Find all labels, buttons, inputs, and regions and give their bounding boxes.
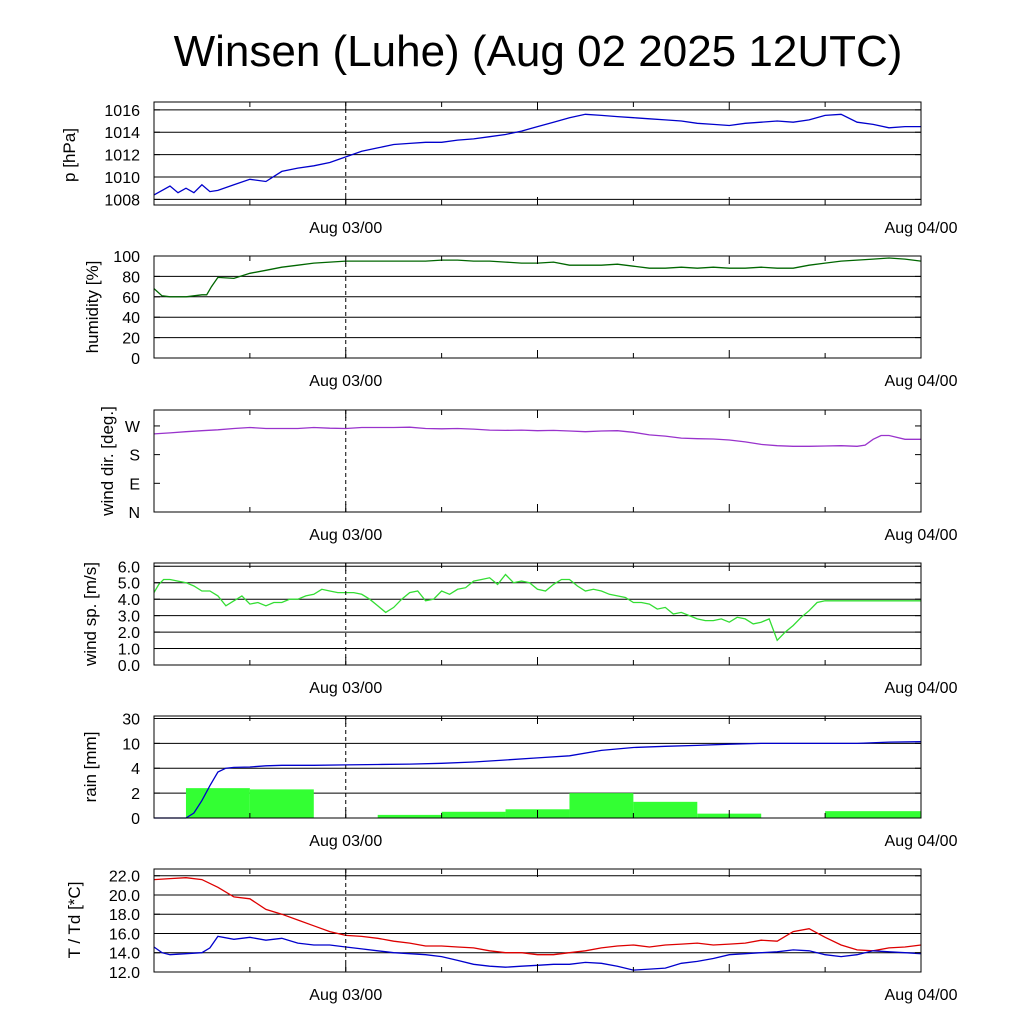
wind_direction-time-label: Aug 04/00 bbox=[885, 527, 958, 544]
pressure-ytick-label: 1010 bbox=[104, 170, 140, 187]
wind_direction-frame bbox=[153, 409, 922, 513]
wind_speed-ytick-label: 5.0 bbox=[118, 576, 140, 593]
wind_speed-ylabel: wind sp. [m/s] bbox=[81, 562, 100, 667]
rain-bar bbox=[569, 793, 634, 818]
temperature-time-label: Aug 04/00 bbox=[885, 987, 958, 1004]
wind_speed-panel: 0.01.02.03.04.05.06.0 wind sp. [m/s] Aug 0… bbox=[81, 559, 958, 697]
wind_direction-ytick-label: S bbox=[129, 448, 140, 465]
temperature-series-line bbox=[153, 935, 922, 971]
humidity-time-label: Aug 04/00 bbox=[885, 373, 958, 390]
temperature-ylabel: T / Td [*C] bbox=[65, 882, 84, 959]
wind_direction-ylabel: wind dir. [deg.] bbox=[98, 406, 117, 517]
humidity-ytick-label: 100 bbox=[113, 249, 140, 266]
pressure-time-label: Aug 03/00 bbox=[309, 220, 382, 237]
humidity-ylabel: humidity [%] bbox=[83, 261, 102, 354]
rain-bar bbox=[249, 789, 314, 818]
wind_direction-series-line bbox=[153, 426, 921, 447]
pressure-frame bbox=[153, 101, 922, 206]
rain-ytick-label: 10 bbox=[122, 736, 140, 753]
pressure-ytick-label: 1016 bbox=[104, 103, 140, 120]
pressure-ylabel: p [hPa] bbox=[60, 128, 79, 182]
wind_speed-ytick-label: 1.0 bbox=[118, 642, 140, 659]
panels: 1008 1010 1012 1014 1016 p [hPa] Aug 03/00 Aug … bbox=[60, 101, 958, 1004]
wind_speed-series-line bbox=[153, 573, 921, 642]
temperature-ytick-label: 12.0 bbox=[109, 965, 140, 982]
rain-series-line bbox=[154, 741, 922, 819]
rain-time-label: Aug 04/00 bbox=[885, 833, 958, 850]
pressure-time-label: Aug 04/00 bbox=[885, 220, 958, 237]
rain-bar bbox=[441, 811, 506, 818]
temperature-ytick-label: 22.0 bbox=[109, 869, 140, 886]
rain-ytick-label: 2 bbox=[131, 786, 140, 803]
page-title: Winsen (Luhe) (Aug 02 2025 12UTC) bbox=[174, 27, 903, 76]
temperature-series-line bbox=[153, 877, 922, 956]
temperature-time-label: Aug 03/00 bbox=[309, 987, 382, 1004]
pressure-panel: 1008 1010 1012 1014 1016 p [hPa] Aug 03/00 Aug … bbox=[60, 101, 958, 237]
rain-bar bbox=[377, 814, 442, 818]
wind_direction-ytick-label: W bbox=[125, 419, 141, 436]
rain-ylabel: rain [mm] bbox=[81, 732, 100, 803]
humidity-frame bbox=[153, 255, 922, 359]
rain-time-label: Aug 03/00 bbox=[309, 833, 382, 850]
wind_direction-time-label: Aug 03/00 bbox=[309, 527, 382, 544]
pressure-ytick-label: 1012 bbox=[104, 148, 140, 165]
rain-ytick-label: 0 bbox=[131, 811, 140, 828]
wind_speed-ytick-label: 3.0 bbox=[118, 609, 140, 626]
temperature-ytick-label: 14.0 bbox=[109, 946, 140, 963]
humidity-ytick-label: 80 bbox=[122, 269, 140, 286]
temperature-ytick-label: 20.0 bbox=[109, 888, 140, 905]
rain-bar bbox=[825, 811, 921, 818]
humidity-time-label: Aug 03/00 bbox=[309, 373, 382, 390]
wind_speed-ytick-label: 0.0 bbox=[118, 658, 140, 675]
rain-bar bbox=[185, 788, 250, 818]
pressure-series-line bbox=[153, 113, 921, 196]
temperature-ytick-label: 18.0 bbox=[109, 907, 140, 924]
wind_speed-time-label: Aug 03/00 bbox=[309, 680, 382, 697]
humidity-ytick-label: 40 bbox=[122, 310, 140, 327]
pressure-ytick-label: 1014 bbox=[104, 125, 140, 142]
rain-panel: 0 2 4 10 30 rain [mm] Aug 03/00 Aug 04/00 bbox=[81, 711, 958, 850]
humidity-ytick-label: 0 bbox=[131, 351, 140, 368]
rain-ytick-label: 30 bbox=[122, 711, 140, 728]
rain-ytick-label: 4 bbox=[131, 761, 140, 778]
temperature-ytick-label: 16.0 bbox=[109, 926, 140, 943]
wind_speed-time-label: Aug 04/00 bbox=[885, 680, 958, 697]
humidity-ytick-label: 60 bbox=[122, 290, 140, 307]
temperature-panel: 12.0 14.0 16.0 18.0 20.0 22.0 T / Td [*C] Aug 0… bbox=[65, 868, 958, 1004]
pressure-ytick-label: 1008 bbox=[104, 192, 140, 209]
wind_speed-ytick-label: 4.0 bbox=[118, 592, 140, 609]
humidity-panel: 0 20 40 60 80 100 humidity [%] Aug 03/00 Aug 04/… bbox=[83, 249, 958, 390]
wind_direction-ytick-label: E bbox=[129, 476, 140, 493]
humidity-series-line bbox=[153, 257, 922, 298]
temperature-frame bbox=[153, 868, 922, 973]
humidity-ytick-label: 20 bbox=[122, 331, 140, 348]
wind_speed-ytick-label: 6.0 bbox=[118, 559, 140, 576]
rain-bar bbox=[633, 801, 698, 818]
wind_speed-ytick-label: 2.0 bbox=[118, 625, 140, 642]
wind_direction-ytick-label: N bbox=[128, 505, 140, 522]
